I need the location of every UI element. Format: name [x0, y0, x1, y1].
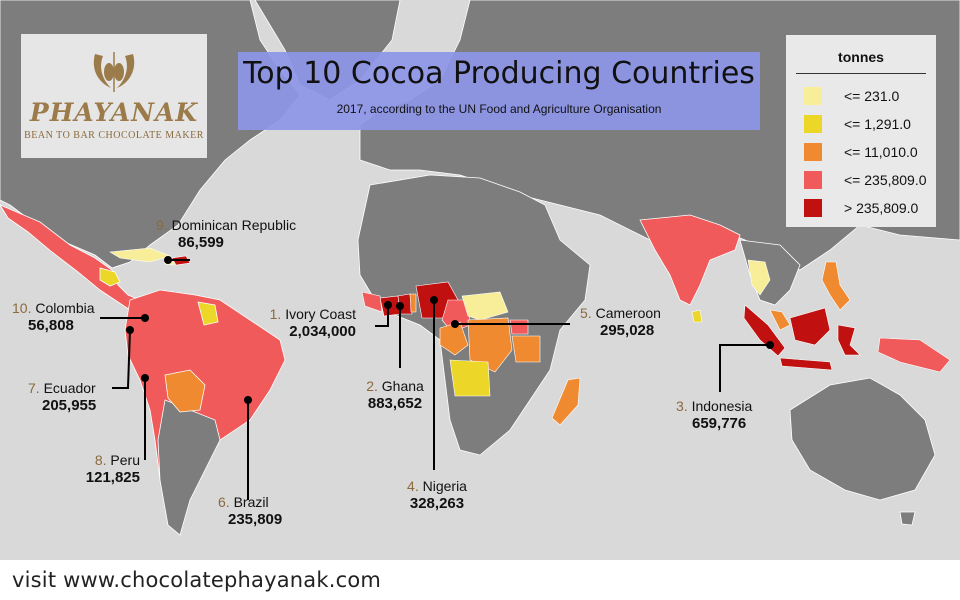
callout-country: Brazil: [233, 494, 269, 510]
callout-country: Colombia: [35, 300, 95, 316]
callout-value: 56,808: [28, 317, 74, 334]
callout-ecuador: 7. Ecuador 205,955: [28, 380, 96, 414]
callout-value: 2,034,000: [289, 323, 356, 340]
legend-swatch: [804, 143, 822, 161]
callout-rank: 3.: [676, 398, 688, 414]
australia: [789, 377, 936, 501]
togo: [409, 293, 417, 313]
guyana: [197, 301, 219, 326]
callout-rank: 1.: [269, 306, 282, 322]
callout-rank: 2.: [366, 378, 378, 394]
callout-country: Indonesia: [691, 398, 753, 414]
legend-title: tonnes: [838, 49, 884, 65]
central-america-yellow: [99, 267, 121, 287]
callout-ghana: 2. Ghana 883,652: [350, 378, 440, 412]
callout-country: Cameroon: [595, 305, 661, 321]
tasmania: [899, 511, 916, 526]
legend-rule: [796, 73, 926, 74]
brand-name: PHAYANAK: [29, 98, 199, 127]
callout-value: 295,028: [600, 322, 655, 339]
callout-rank: 5.: [580, 305, 592, 321]
map-title: Top 10 Cocoa Producing Countries: [243, 56, 755, 91]
callout-value: 235,809: [228, 511, 283, 528]
callout-value: 659,776: [692, 415, 747, 432]
legend-swatch: [804, 115, 822, 133]
callout-country: Ivory Coast: [285, 306, 356, 322]
callout-nigeria: 4. Nigeria 328,263: [392, 478, 482, 512]
callout-value: 883,652: [367, 395, 423, 412]
sulawesi: [837, 324, 861, 356]
callout-rank: 7.: [28, 380, 40, 396]
brand-tagline: BEAN TO BAR CHOCOLATE MAKER: [24, 130, 204, 141]
dr-congo: [467, 317, 513, 373]
callout-indonesia: 3. Indonesia 659,776: [676, 398, 752, 432]
callout-country: Dominican Republic: [171, 217, 297, 233]
callout-rank: 9.: [156, 217, 168, 233]
callout-country: Peru: [110, 452, 140, 468]
legend-label: <= 11,010.0: [844, 144, 918, 160]
legend: tonnes <= 231.0 <= 1,291.0 <= 11,010.0 <…: [786, 35, 936, 227]
new-guinea: [877, 337, 951, 373]
callout-value: 86,599: [178, 234, 224, 251]
thailand: [747, 259, 771, 296]
callout-colombia: 10. Colombia 56,808: [12, 300, 95, 334]
legend-label: <= 231.0: [844, 88, 900, 104]
callout-country: Ecuador: [43, 380, 96, 396]
callout-country: Nigeria: [422, 478, 467, 494]
sumatra: [743, 304, 786, 357]
callout-value: 205,955: [42, 397, 97, 414]
madagascar: [551, 377, 581, 426]
map-subtitle: 2017, according to the UN Food and Agric…: [336, 102, 662, 116]
callout-rank: 10.: [12, 300, 32, 316]
haiti: [163, 257, 175, 266]
legend-label: > 235,809.0: [844, 200, 919, 216]
callout-dominican-republic: 9. Dominican Republic 86,599: [156, 217, 296, 251]
cuba: [109, 247, 171, 263]
legend-swatch: [804, 87, 822, 105]
callout-rank: 6.: [218, 494, 230, 510]
tanzania: [511, 335, 541, 363]
callout-value: 121,825: [85, 469, 140, 486]
title-box: Top 10 Cocoa Producing Countries 2017, a…: [238, 52, 760, 130]
legend-swatch: [804, 199, 822, 217]
sri-lanka: [691, 309, 703, 323]
callout-rank: 8.: [94, 452, 107, 468]
callout-rank: 4.: [407, 478, 419, 494]
callout-ivory-coast: 1. Ivory Coast 2,034,000: [236, 306, 356, 340]
borneo: [789, 307, 831, 346]
callout-peru: 8. Peru 121,825: [60, 452, 140, 486]
angola: [449, 359, 491, 397]
uganda: [509, 319, 529, 335]
philippines: [821, 261, 851, 311]
india: [639, 214, 741, 306]
callout-value: 328,263: [409, 495, 465, 512]
cocoa-bean-logo-icon: [93, 52, 135, 92]
website-link[interactable]: visit www.chocolatephayanak.com: [12, 568, 382, 592]
bolivia: [164, 369, 206, 413]
callout-country: Ghana: [381, 378, 424, 394]
callout-cameroon: 5. Cameroon 295,028: [580, 305, 661, 339]
southern-cone: [157, 399, 221, 536]
central-african-yellow: [461, 291, 509, 321]
legend-swatch: [804, 171, 822, 189]
legend-label: <= 1,291.0: [844, 116, 911, 132]
java: [779, 357, 833, 371]
brand-logo: PHAYANAK BEAN TO BAR CHOCOLATE MAKER: [21, 34, 207, 158]
callout-brazil: 6. Brazil 235,809: [218, 494, 282, 528]
malaysia: [769, 309, 791, 331]
legend-label: <= 235,809.0: [844, 172, 927, 188]
